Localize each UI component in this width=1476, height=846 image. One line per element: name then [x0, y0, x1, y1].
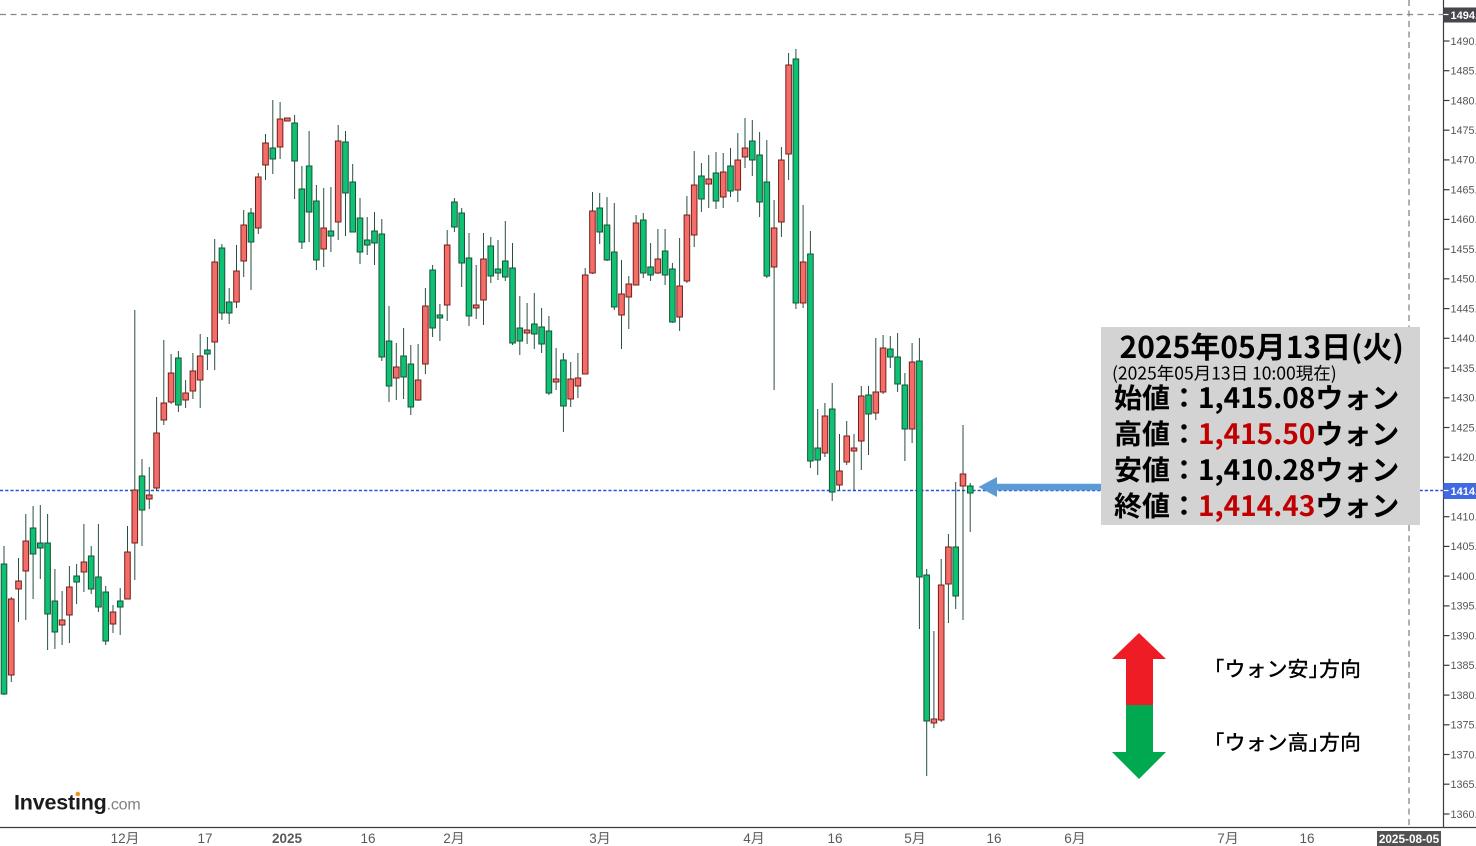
svg-text:1490.0: 1490.0: [1451, 36, 1476, 48]
svg-text:17: 17: [197, 831, 212, 846]
svg-text:1375.0: 1375.0: [1451, 720, 1476, 732]
svg-text:2025: 2025: [272, 831, 303, 846]
svg-text:16: 16: [360, 831, 375, 846]
svg-text:5: 5: [904, 831, 912, 846]
svg-text:1410.0: 1410.0: [1451, 512, 1476, 524]
svg-text:16: 16: [1299, 831, 1314, 846]
svg-text:1390.0: 1390.0: [1451, 630, 1476, 642]
svg-text:1430.0: 1430.0: [1451, 393, 1476, 405]
svg-text:2025-08-05: 2025-08-05: [1379, 832, 1440, 846]
svg-text:1380.0: 1380.0: [1451, 690, 1476, 702]
svg-text:1405.0: 1405.0: [1451, 541, 1476, 553]
svg-text:1480.0: 1480.0: [1451, 95, 1476, 107]
svg-text:1400.0: 1400.0: [1451, 571, 1476, 583]
svg-text:1385.0: 1385.0: [1451, 660, 1476, 672]
svg-text:7: 7: [1217, 831, 1225, 846]
svg-text:3: 3: [589, 831, 597, 846]
svg-text:1494.5: 1494.5: [1451, 10, 1476, 22]
svg-text:16: 16: [986, 831, 1001, 846]
svg-text:1414.4: 1414.4: [1451, 486, 1476, 498]
svg-text:4: 4: [743, 831, 751, 846]
svg-text:16: 16: [827, 831, 842, 846]
svg-text:1460.0: 1460.0: [1451, 214, 1476, 226]
svg-text:1440.0: 1440.0: [1451, 333, 1476, 345]
svg-text:1445.0: 1445.0: [1451, 303, 1476, 315]
svg-text:1425.0: 1425.0: [1451, 422, 1476, 434]
svg-text:12: 12: [111, 831, 126, 846]
svg-text:6: 6: [1064, 831, 1072, 846]
svg-text:1365.0: 1365.0: [1451, 779, 1476, 791]
svg-text:2: 2: [443, 831, 451, 846]
svg-text:1450.0: 1450.0: [1451, 274, 1476, 286]
svg-text:1475.0: 1475.0: [1451, 125, 1476, 137]
svg-text:1455.0: 1455.0: [1451, 244, 1476, 256]
svg-text:1370.0: 1370.0: [1451, 749, 1476, 761]
svg-text:1420.0: 1420.0: [1451, 452, 1476, 464]
svg-text:1435.0: 1435.0: [1451, 363, 1476, 375]
svg-text:1465.0: 1465.0: [1451, 185, 1476, 197]
svg-text:1485.0: 1485.0: [1451, 66, 1476, 78]
svg-text:1470.0: 1470.0: [1451, 155, 1476, 167]
svg-text:1395.0: 1395.0: [1451, 601, 1476, 613]
svg-text:1360.0: 1360.0: [1451, 809, 1476, 821]
